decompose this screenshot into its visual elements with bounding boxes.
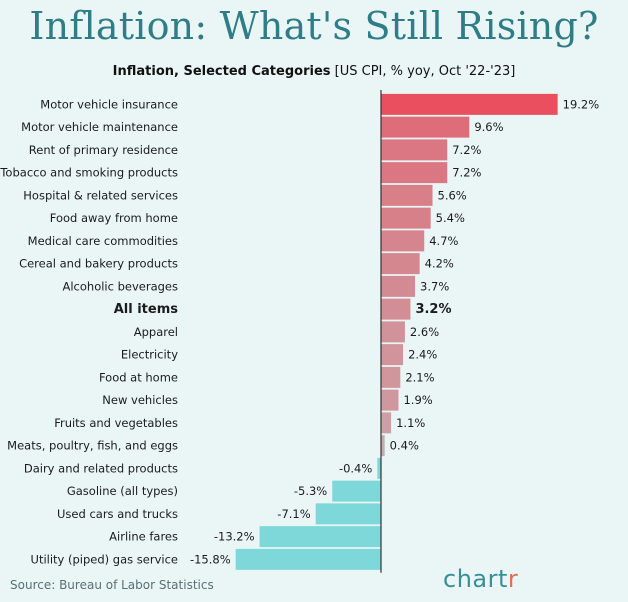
category-label-airline-fares: Airline fares [109, 530, 178, 544]
brand-logo: chartr [443, 565, 518, 593]
value-label-motor-vehicle-maintenance: 9.6% [474, 120, 503, 134]
category-label-electricity: Electricity [121, 348, 178, 362]
bar-food-away-from-home [381, 207, 431, 229]
category-label-used-cars-and-trucks: Used cars and trucks [57, 507, 178, 521]
bar-chart-svg: Motor vehicle insurance 19.2% Motor vehicl… [0, 90, 600, 573]
category-label-meats-poultry-fish-and-eggs: Meats, poultry, fish, and eggs [7, 439, 178, 453]
category-label-medical-care-commodities: Medical care commodities [28, 234, 178, 248]
value-label-food-at-home: 2.1% [405, 370, 434, 384]
value-label-apparel: 2.6% [410, 325, 439, 339]
category-label-gasoline-all-types: Gasoline (all types) [67, 484, 178, 498]
value-label-dairy-and-related-products: -0.4% [339, 461, 372, 475]
bar-dairy-and-related-products [377, 457, 381, 479]
subtitle-detail: [US CPI, % yoy, Oct '22-'23] [334, 64, 516, 79]
brand-text: chart [443, 565, 508, 593]
bar-rent-of-primary-residence [381, 139, 448, 161]
category-label-alcoholic-beverages: Alcoholic beverages [62, 279, 178, 293]
category-label-cereal-and-bakery-products: Cereal and bakery products [19, 257, 178, 271]
bar-food-at-home [381, 366, 401, 388]
bar-airline-fares [259, 526, 381, 548]
chart-title: Inflation: What's Still Rising? [29, 4, 599, 48]
bar-alcoholic-beverages [381, 275, 416, 297]
value-label-electricity: 2.4% [408, 348, 437, 362]
category-label-food-at-home: Food at home [99, 370, 178, 384]
category-label-hospital-related-services: Hospital & related services [23, 188, 178, 202]
bar-gasoline-all-types [332, 480, 381, 502]
value-label-cereal-and-bakery-products: 4.2% [425, 257, 454, 271]
bar-new-vehicles [381, 389, 399, 411]
value-label-new-vehicles: 1.9% [403, 393, 432, 407]
value-label-medical-care-commodities: 4.7% [429, 234, 458, 248]
bar-meats-poultry-fish-and-eggs [381, 435, 385, 457]
category-label-all-items: All items [114, 302, 179, 317]
category-label-motor-vehicle-insurance: Motor vehicle insurance [40, 97, 178, 111]
bar-motor-vehicle-maintenance [381, 116, 470, 138]
value-label-tobacco-and-smoking-products: 7.2% [452, 166, 481, 180]
value-label-utility-piped-gas-service: -15.8% [190, 552, 231, 566]
value-label-fruits-and-vegetables: 1.1% [396, 416, 425, 430]
value-label-motor-vehicle-insurance: 19.2% [563, 97, 600, 111]
category-label-motor-vehicle-maintenance: Motor vehicle maintenance [21, 120, 178, 134]
category-label-new-vehicles: New vehicles [102, 393, 178, 407]
category-label-utility-piped-gas-service: Utility (piped) gas service [31, 552, 178, 566]
category-label-tobacco-and-smoking-products: Tobacco and smoking products [0, 166, 178, 180]
bar-fruits-and-vegetables [381, 412, 392, 434]
bar-tobacco-and-smoking-products [381, 162, 448, 184]
brand-accent: r [507, 565, 519, 593]
bar-hospital-related-services [381, 184, 433, 206]
value-label-used-cars-and-trucks: -7.1% [277, 507, 310, 521]
category-label-rent-of-primary-residence: Rent of primary residence [29, 143, 178, 157]
bar-cereal-and-bakery-products [381, 253, 420, 275]
value-label-food-away-from-home: 5.4% [436, 211, 465, 225]
value-label-hospital-related-services: 5.6% [438, 188, 467, 202]
category-label-fruits-and-vegetables: Fruits and vegetables [54, 416, 178, 430]
bar-utility-piped-gas-service [235, 548, 381, 570]
value-label-gasoline-all-types: -5.3% [294, 484, 327, 498]
value-label-all-items: 3.2% [415, 302, 451, 317]
bar-motor-vehicle-insurance [381, 93, 558, 115]
bar-medical-care-commodities [381, 230, 425, 252]
bar-apparel [381, 321, 405, 343]
chart-subtitle: Inflation, Selected Categories [US CPI, … [0, 64, 628, 79]
value-label-alcoholic-beverages: 3.7% [420, 279, 449, 293]
value-label-rent-of-primary-residence: 7.2% [452, 143, 481, 157]
subtitle-main: Inflation, Selected Categories [112, 64, 331, 79]
category-label-food-away-from-home: Food away from home [50, 211, 178, 225]
bar-used-cars-and-trucks [315, 503, 381, 525]
category-label-dairy-and-related-products: Dairy and related products [24, 461, 178, 475]
category-label-apparel: Apparel [134, 325, 178, 339]
source-note: Source: Bureau of Labor Statistics [10, 578, 214, 592]
value-label-airline-fares: -13.2% [214, 530, 255, 544]
value-label-meats-poultry-fish-and-eggs: 0.4% [390, 439, 419, 453]
bar-all-items [381, 298, 411, 320]
bar-chart: Motor vehicle insurance 19.2% Motor vehicl… [0, 88, 628, 574]
bar-electricity [381, 344, 404, 366]
